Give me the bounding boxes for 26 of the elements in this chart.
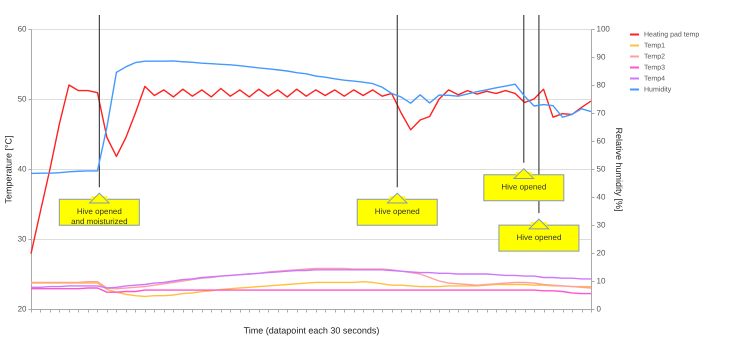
y2-tick-label: 40 xyxy=(596,192,606,202)
y2-tick-label: 80 xyxy=(596,80,606,90)
y2-tick-label: 70 xyxy=(596,108,606,118)
y2-tick-label: 10 xyxy=(596,276,606,286)
line-series xyxy=(30,84,592,254)
y2-tick-label: 0 xyxy=(596,304,602,314)
y-tick-label: 30 xyxy=(18,234,28,244)
line-series xyxy=(30,60,592,174)
y2-tick-label: 60 xyxy=(596,136,606,146)
y2-tick-label: 50 xyxy=(596,164,606,174)
y-tick-label: 20 xyxy=(18,304,28,314)
y2-axis-title: Relative humidity [%] xyxy=(614,127,624,212)
y-axis-title: Temperature [°C] xyxy=(4,135,14,204)
y2-tick-label: 90 xyxy=(596,52,606,62)
line-series xyxy=(30,281,592,298)
annotation: Hive opened xyxy=(516,233,562,242)
x-axis-title: Time (datapoint each 30 seconds) xyxy=(244,326,380,336)
y-tick-label: 60 xyxy=(18,24,28,34)
y2-tick-label: 30 xyxy=(596,220,606,230)
y-tick-label: 40 xyxy=(18,164,28,174)
annotation: Hive opened xyxy=(374,207,420,216)
annotation: Hive opened and moisturized xyxy=(71,207,128,226)
annotation: Hive opened xyxy=(501,182,546,192)
y2-tick-label: 20 xyxy=(596,248,606,258)
y2-tick-label: 100 xyxy=(596,24,610,34)
y-tick-label: 50 xyxy=(18,94,28,104)
